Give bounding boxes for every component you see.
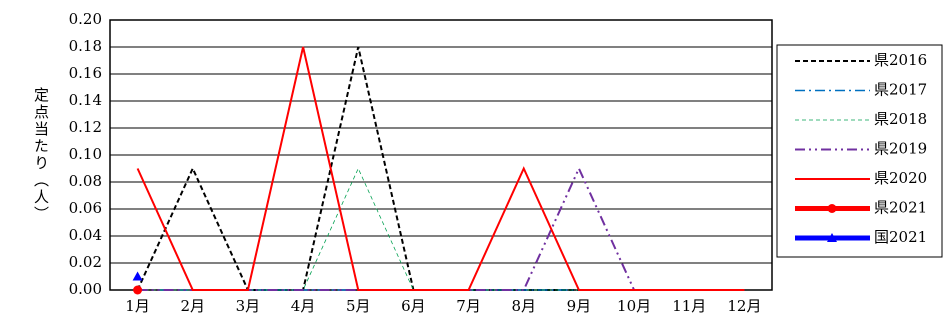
x-tick-label: 4月: [291, 297, 316, 315]
x-tick-label: 1月: [125, 297, 150, 315]
y-tick-label: 0.00: [69, 280, 102, 298]
y-tick-label: 0.04: [69, 226, 102, 244]
legend: 県2016 県2017 県2018 県2019 県2020 県2021 国2021: [776, 44, 943, 258]
legend-label: 国2021: [874, 228, 927, 246]
legend-label: 県2020: [874, 169, 927, 187]
x-tick-label: 7月: [456, 297, 481, 315]
series-line: [136, 46, 745, 291]
legend-label: 県2016: [874, 51, 927, 69]
legend-label: 県2021: [874, 199, 927, 217]
marker: [132, 271, 143, 281]
x-tick-label: 11月: [672, 297, 706, 315]
marker: [133, 285, 143, 295]
x-tick-label: 8月: [511, 297, 536, 315]
x-tick-label: 3月: [236, 297, 261, 315]
y-tick-label: 0.16: [69, 64, 102, 82]
legend-box: [776, 44, 943, 258]
y-tick-label: 0.18: [69, 37, 102, 55]
y-tick-label: 0.14: [69, 91, 102, 109]
legend-label: 県2018: [874, 110, 927, 128]
y-tick-label: 0.12: [69, 118, 102, 136]
x-tick-label: 2月: [180, 297, 205, 315]
y-axis-label: 定点当たり（人）: [32, 87, 50, 223]
x-tick-label: 9月: [567, 297, 592, 315]
x-tick-label: 5月: [346, 297, 371, 315]
legend-marker: [827, 233, 837, 242]
x-tick-label: 12月: [727, 297, 761, 315]
y-tick-label: 0.08: [69, 172, 102, 190]
legend-marker: [827, 204, 837, 213]
y-tick-label: 0.20: [69, 10, 102, 28]
x-tick-label: 10月: [617, 297, 651, 315]
legend-label: 県2017: [874, 81, 927, 99]
x-tick-label: 6月: [401, 297, 426, 315]
legend-label: 県2019: [874, 140, 927, 158]
y-tick-label: 0.06: [69, 199, 102, 217]
y-tick-label: 0.10: [69, 145, 102, 163]
y-tick-label: 0.02: [69, 253, 102, 271]
